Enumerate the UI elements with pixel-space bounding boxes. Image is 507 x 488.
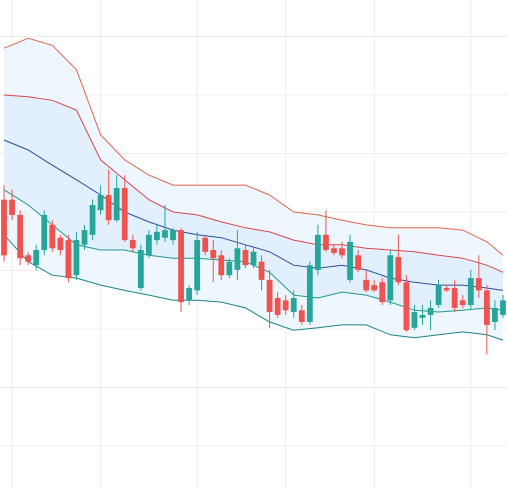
band-line: [3, 37, 504, 256]
candle-body: [323, 234, 329, 251]
candle-body: [411, 312, 418, 328]
candle-body: [363, 279, 370, 291]
candle-body: [210, 250, 217, 259]
band-line: [3, 139, 504, 291]
candle-body: [89, 204, 96, 235]
candle-body: [178, 230, 184, 303]
candle-body: [25, 255, 32, 262]
candle-body: [129, 240, 136, 249]
band-line: [3, 234, 504, 341]
candle-body: [218, 255, 225, 276]
candle-body: [258, 261, 265, 280]
candle-body: [73, 240, 80, 276]
candle-body: [298, 310, 305, 322]
candle-body: [492, 307, 498, 322]
candle-body: [387, 255, 394, 301]
candle-body: [371, 285, 378, 291]
band-line: [3, 94, 504, 273]
candle-body: [451, 288, 458, 308]
candle-body: [226, 261, 233, 276]
candle-body: [331, 248, 337, 253]
candle-body: [282, 300, 289, 311]
candle-body: [403, 282, 410, 331]
candle-body: [154, 231, 160, 241]
candle-body: [443, 288, 450, 291]
candle-body: [355, 255, 362, 270]
candle-body: [105, 195, 112, 221]
candle-body: [427, 307, 434, 315]
candle-body: [1, 199, 7, 256]
candle-body: [41, 214, 48, 251]
candle-body: [65, 240, 72, 279]
candle-body: [202, 237, 209, 252]
candle-body: [483, 290, 490, 325]
candle-body: [500, 300, 506, 315]
candle-body: [33, 250, 40, 266]
candle-body: [49, 224, 56, 249]
candle-body: [170, 230, 176, 241]
candle-body: [347, 241, 353, 280]
candle-body: [459, 300, 466, 306]
candle-body: [379, 282, 386, 303]
candle-body: [306, 265, 313, 322]
candle-body: [186, 288, 193, 301]
band-line: [3, 189, 504, 313]
candle-body: [395, 257, 402, 283]
candle-body: [137, 250, 144, 289]
candle-body: [121, 188, 128, 241]
candle-body: [314, 234, 321, 270]
candle-body: [81, 230, 88, 245]
candle-body: [162, 230, 168, 238]
candle-body: [57, 237, 64, 251]
candle-body: [475, 278, 482, 291]
candle-body: [419, 314, 426, 318]
candle-body: [9, 199, 15, 215]
candle-body: [467, 278, 474, 306]
candle-body: [339, 248, 345, 256]
candle-body: [266, 279, 273, 313]
band-fill: [4, 95, 503, 312]
candle-body: [113, 188, 120, 221]
candle-body: [250, 251, 257, 266]
candle-body: [435, 285, 442, 306]
candle-body: [17, 214, 24, 259]
candle-body: [145, 234, 152, 256]
candle-body: [274, 297, 281, 315]
candle-body: [97, 195, 104, 211]
candle-body: [194, 240, 201, 291]
candle-body: [242, 250, 249, 266]
candle-body: [234, 248, 241, 270]
candle-body: [290, 297, 297, 313]
